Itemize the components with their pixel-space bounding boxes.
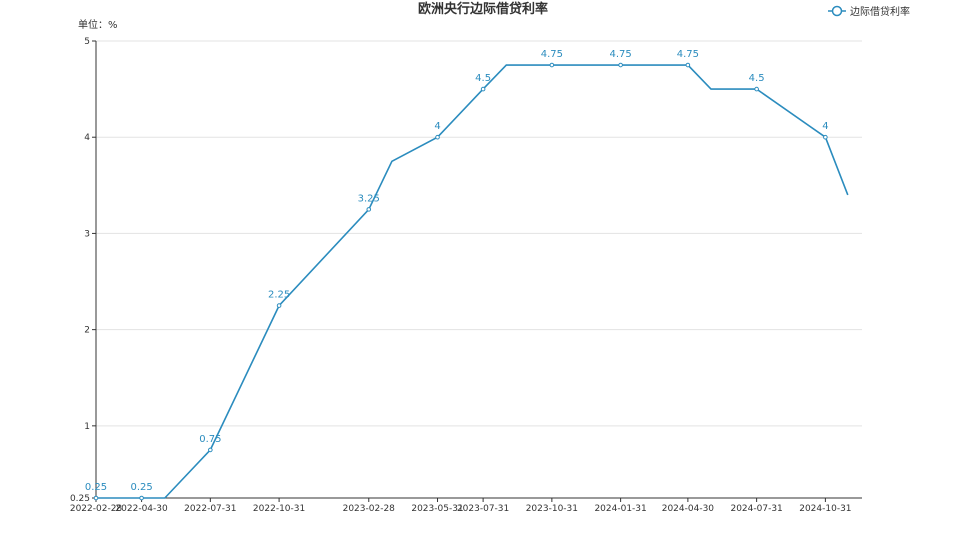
data-point[interactable] bbox=[618, 62, 623, 68]
data-label: 2.25 bbox=[268, 290, 290, 301]
grid bbox=[96, 40, 862, 427]
data-label: 4.5 bbox=[475, 73, 491, 84]
data-label: 0.75 bbox=[199, 434, 221, 445]
x-tick-label: 2023-07-31 bbox=[457, 504, 509, 514]
y-tick-label: 5 bbox=[84, 37, 90, 47]
data-point[interactable] bbox=[754, 86, 759, 92]
data-labels: 0.25 0.25 0.75 2.25 3.25 4 4.5 4.75 4.75 4.75 4.5 4 bbox=[85, 49, 829, 493]
y-tick-label: 3 bbox=[84, 229, 90, 239]
data-label: 4.75 bbox=[609, 49, 631, 60]
x-tick-label: 2024-10-31 bbox=[799, 504, 851, 514]
data-label: 4.75 bbox=[677, 49, 699, 60]
legend[interactable]: 边际借贷利率 bbox=[828, 5, 910, 18]
chart-title: 欧洲央行边际借贷利率 bbox=[418, 1, 548, 17]
legend-label: 边际借贷利率 bbox=[850, 5, 910, 18]
axes bbox=[92, 40, 862, 502]
data-point[interactable] bbox=[139, 495, 144, 501]
data-point[interactable] bbox=[208, 447, 213, 453]
data-label: 3.25 bbox=[358, 193, 380, 204]
data-point[interactable] bbox=[366, 207, 372, 212]
y-tick-labels: 0.25 1 2 3 4 5 bbox=[70, 37, 90, 504]
x-tick-label: 2022-10-31 bbox=[253, 504, 305, 514]
x-tick-label: 2023-05-31 bbox=[411, 504, 463, 514]
data-label: 0.25 bbox=[85, 482, 107, 493]
y-tick-label: 1 bbox=[84, 422, 90, 432]
x-tick-label: 2022-02-28 bbox=[70, 504, 123, 514]
x-tick-label: 2024-01-31 bbox=[594, 504, 646, 514]
data-point[interactable] bbox=[480, 86, 486, 92]
y-tick-label: 0.25 bbox=[70, 494, 90, 504]
data-label: 0.25 bbox=[130, 482, 152, 493]
data-label: 4 bbox=[822, 121, 828, 132]
data-point[interactable] bbox=[93, 495, 99, 501]
data-label: 4.5 bbox=[749, 73, 765, 84]
data-point[interactable] bbox=[435, 134, 440, 140]
x-tick-label: 2022-04-30 bbox=[115, 504, 168, 514]
x-tick-label: 2022-07-31 bbox=[184, 504, 236, 514]
x-tick-label: 2023-10-31 bbox=[526, 504, 578, 514]
y-tick-label: 2 bbox=[84, 326, 90, 336]
unit-label: 单位：% bbox=[78, 18, 118, 31]
data-point[interactable] bbox=[276, 303, 282, 308]
x-tick-label: 2024-04-30 bbox=[662, 504, 715, 514]
x-tick-label: 2023-02-28 bbox=[343, 504, 396, 514]
x-tick-label: 2024-07-31 bbox=[730, 504, 782, 514]
series bbox=[93, 62, 849, 501]
data-point[interactable] bbox=[823, 134, 828, 140]
legend-marker-icon bbox=[831, 5, 843, 17]
y-tick-label: 4 bbox=[84, 133, 90, 143]
data-point[interactable] bbox=[685, 62, 691, 68]
data-label: 4.75 bbox=[541, 49, 563, 60]
data-label: 4 bbox=[434, 121, 440, 132]
data-point[interactable] bbox=[549, 62, 555, 68]
